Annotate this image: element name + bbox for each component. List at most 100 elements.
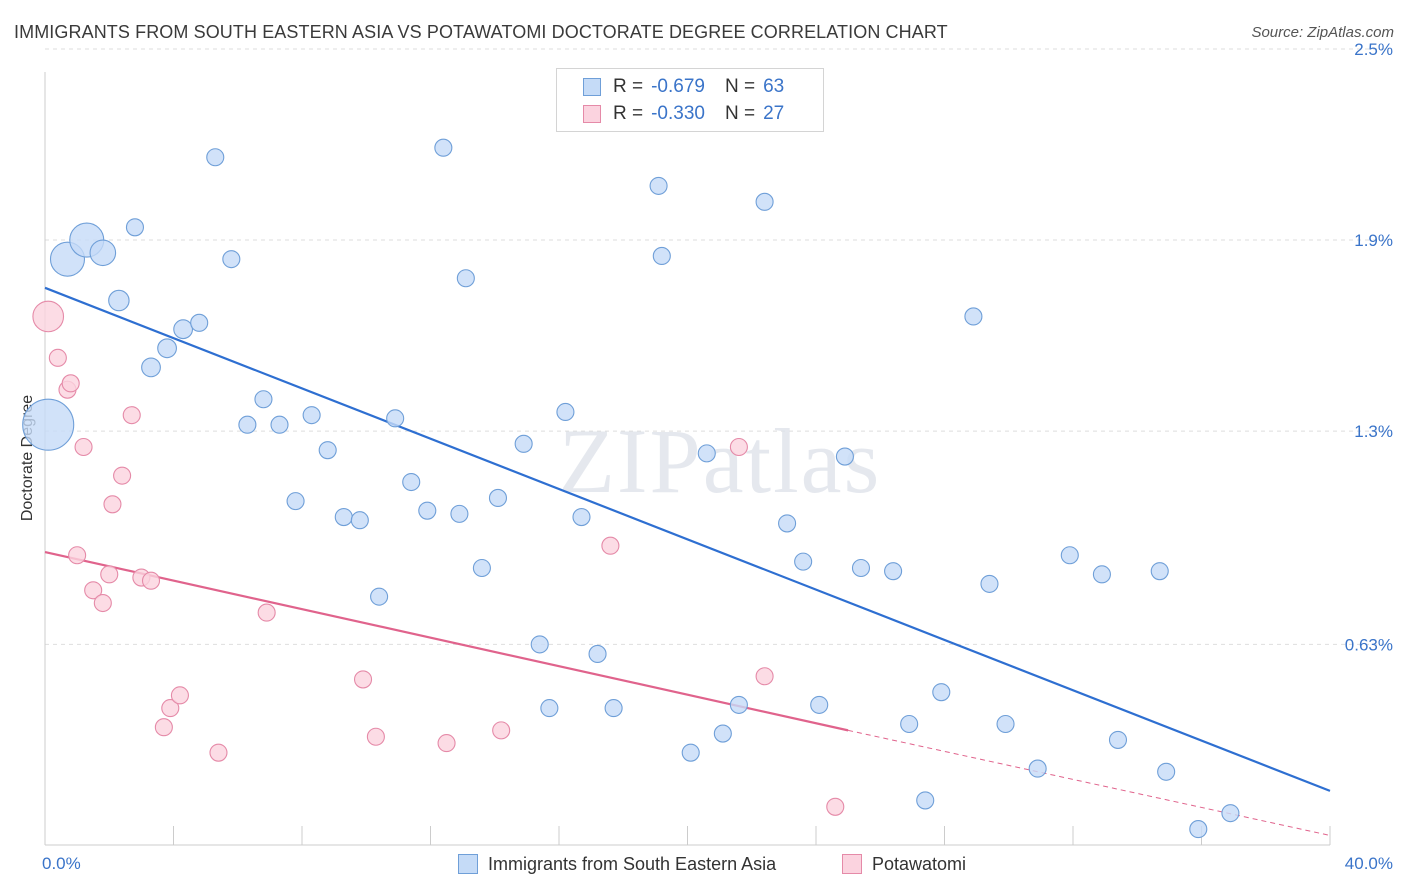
trend-line-blue [44,286,1331,792]
data-point-blue [456,269,475,288]
trend-line-pink-extension [848,729,1331,836]
data-point-blue [386,409,405,428]
legend-swatch-blue [583,78,601,96]
data-point-blue [1092,565,1111,584]
data-point-blue [900,714,919,734]
data-point-blue [980,574,999,593]
data-point-pink [437,734,456,753]
data-point-blue [835,447,854,466]
data-point-blue [514,434,533,453]
gridlines [45,48,1385,645]
data-point-blue [125,218,144,237]
data-point-blue [884,562,903,581]
trend-line-pink [44,550,849,732]
data-point-pink [113,466,132,485]
chart-title: IMMIGRANTS FROM SOUTH EASTERN ASIA VS PO… [14,22,948,42]
data-point-pink [100,565,119,584]
legend-n-label: N = [724,103,756,124]
data-point-blue [1150,562,1169,581]
data-point-blue [810,695,829,714]
data-point-blue [350,511,369,530]
legend-n-value: 63 [763,76,785,97]
data-point-blue [794,552,813,571]
data-point-pink [32,300,65,333]
data-point-blue [157,338,177,359]
y-tick-label: 0.63% [1345,635,1393,654]
data-point-blue [572,507,591,527]
data-point-blue [932,683,951,702]
data-point-pink [209,743,228,762]
data-point-pink [141,571,161,590]
legend-series2-label: Potawatomi [872,853,967,874]
data-point-blue [22,398,75,451]
legend-swatch-pink [842,854,862,874]
data-point-blue [173,319,194,340]
data-point-pink [257,603,276,622]
x-tick-labels: 0.0% 40.0% [42,854,1393,873]
data-point-blue [370,587,389,606]
legend-r-label: R = [613,76,644,97]
data-point-blue [851,558,871,578]
data-point-pink [154,718,173,737]
data-point-blue [254,390,273,409]
data-point-blue [556,402,575,422]
data-point-blue [1108,730,1128,749]
y-tick-label: 2.5% [1354,40,1393,59]
data-point-pink [84,581,103,600]
legend-r-value: -0.679 [651,76,705,97]
legend-n-label: N = [724,76,756,97]
data-point-pink [170,686,189,705]
data-point-blue [530,635,549,654]
data-point-blue [1221,804,1240,823]
data-point-blue [1189,820,1208,839]
data-point-blue [190,313,209,332]
legend-r-value: -0.330 [651,103,705,124]
data-point-blue [402,472,421,492]
data-point-blue [108,289,130,312]
data-point-blue [778,514,797,533]
data-point-blue [1060,546,1079,565]
data-point-blue [222,250,241,269]
legend-swatch-blue [458,854,478,874]
data-point-pink [755,667,774,686]
y-tick-label: 1.3% [1354,422,1393,441]
data-point-blue [302,406,321,425]
data-point-blue [450,504,469,523]
data-point-blue [318,441,337,460]
data-point-blue [996,714,1015,734]
data-point-blue [334,507,353,527]
data-point-blue [434,138,453,157]
data-point-pink [601,536,620,555]
legend-n-value: 27 [763,103,785,124]
data-point-blue [652,246,671,266]
x-tick-label: 0.0% [42,854,81,873]
data-point-blue [206,148,225,167]
data-point-pink [68,546,87,565]
data-point-pink [492,721,511,740]
data-point-pink [353,670,373,689]
bottom-legend-series2: Potawatomi [842,852,966,876]
data-point-pink [74,437,93,457]
data-point-blue [1028,759,1047,778]
legend-row-series2: R = -0.330 N = 27 [583,102,784,126]
data-point-pink [729,437,748,457]
trend-lines [44,286,1331,836]
data-point-blue [286,492,305,511]
y-tick-label: 1.9% [1354,231,1393,250]
data-point-pink [826,797,845,816]
data-point-blue [238,415,257,434]
data-point-blue [604,699,623,718]
data-point-blue [540,699,559,718]
data-point-blue [141,357,161,378]
x-tick-label: 40.0% [1345,854,1393,873]
data-points [22,138,1240,839]
stats-legend: R = -0.679 N = 63 R = -0.330 N = 27 [556,68,824,132]
data-point-pink [48,348,67,367]
data-point-pink [122,406,141,425]
data-point-pink [161,699,180,718]
data-point-pink [103,495,122,514]
legend-series1-label: Immigrants from South Eastern Asia [488,853,777,874]
bottom-legend-series1: Immigrants from South Eastern Asia [458,852,776,876]
y-tick-labels: 0.63% 1.3% 1.9% 2.5% [1345,40,1393,654]
